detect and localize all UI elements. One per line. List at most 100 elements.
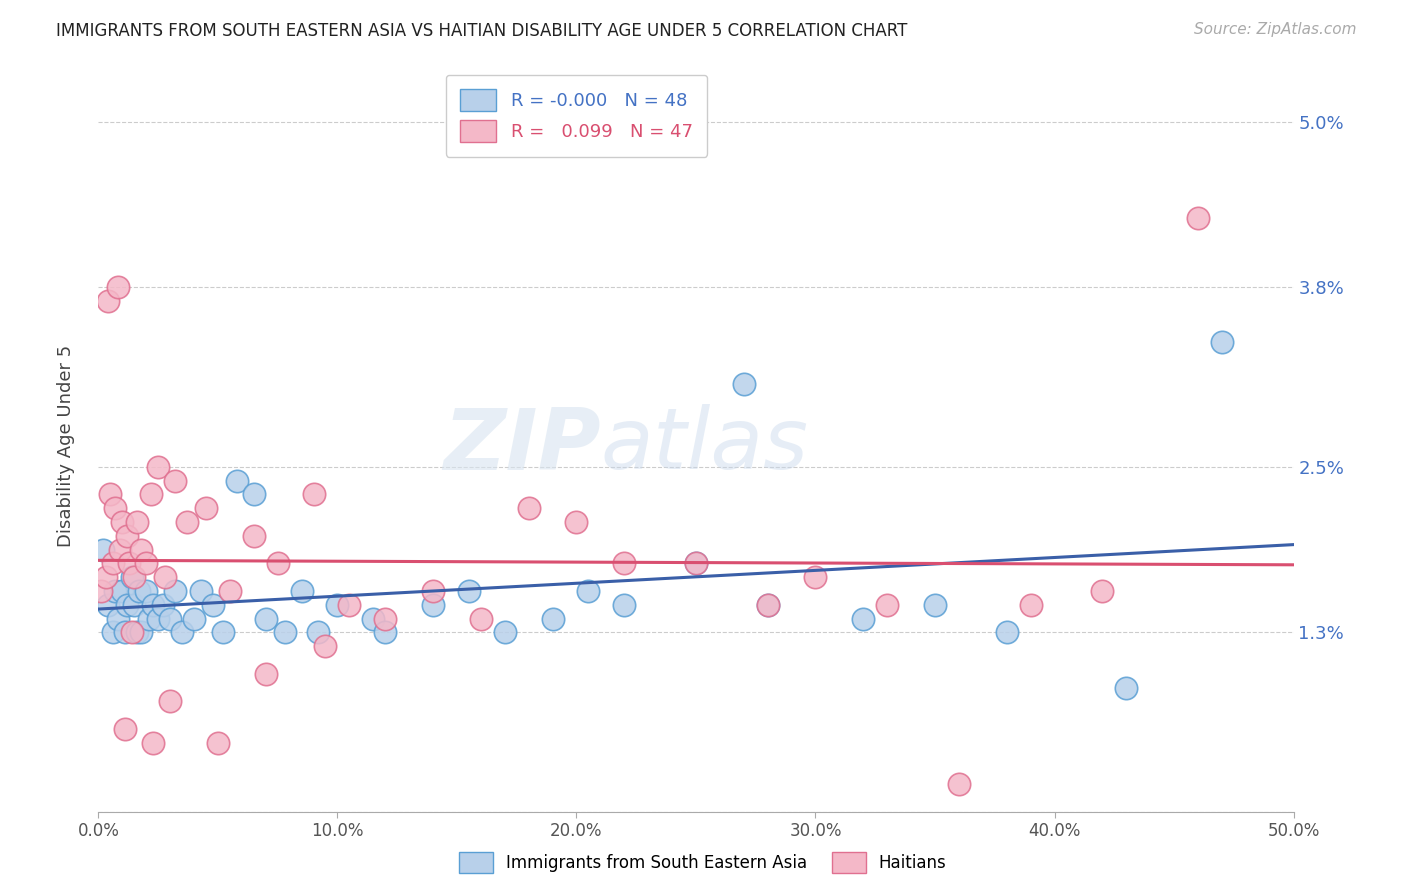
Point — [422, 598, 444, 612]
Point — [613, 557, 636, 571]
Point — [131, 542, 153, 557]
Point — [107, 611, 129, 625]
Point — [115, 598, 138, 612]
Point — [114, 625, 136, 640]
Point — [307, 625, 329, 640]
Point — [458, 583, 481, 598]
Point — [121, 625, 143, 640]
Point — [565, 515, 588, 529]
Point — [852, 611, 875, 625]
Point — [315, 639, 337, 653]
Text: atlas: atlas — [600, 404, 808, 488]
Point — [756, 598, 779, 612]
Point — [274, 625, 297, 640]
Point — [148, 459, 170, 474]
Point — [613, 598, 636, 612]
Point — [202, 598, 225, 612]
Point — [111, 583, 134, 598]
Point — [125, 515, 148, 529]
Point — [111, 515, 134, 529]
Point — [163, 474, 186, 488]
Point — [139, 487, 162, 501]
Point — [94, 570, 117, 584]
Point — [756, 598, 779, 612]
Point — [104, 583, 127, 598]
Y-axis label: Disability Age Under 5: Disability Age Under 5 — [56, 345, 75, 547]
Point — [183, 611, 205, 625]
Point — [128, 583, 150, 598]
Point — [948, 777, 970, 791]
Point — [142, 598, 165, 612]
Point — [121, 570, 143, 584]
Point — [207, 736, 229, 750]
Point — [125, 625, 148, 640]
Point — [578, 583, 600, 598]
Point — [135, 557, 157, 571]
Point — [1211, 335, 1233, 350]
Point — [470, 611, 492, 625]
Point — [374, 611, 396, 625]
Point — [148, 611, 170, 625]
Point — [374, 625, 396, 640]
Point — [924, 598, 946, 612]
Point — [98, 487, 122, 501]
Point — [243, 487, 266, 501]
Legend: Immigrants from South Eastern Asia, Haitians: Immigrants from South Eastern Asia, Hait… — [453, 846, 953, 880]
Point — [114, 722, 136, 736]
Point — [97, 294, 120, 309]
Point — [135, 583, 157, 598]
Point — [1019, 598, 1042, 612]
Point — [138, 611, 160, 625]
Point — [226, 474, 249, 488]
Point — [363, 611, 385, 625]
Point — [995, 625, 1018, 640]
Text: ZIP: ZIP — [443, 404, 600, 488]
Point — [159, 694, 181, 708]
Point — [254, 666, 277, 681]
Point — [115, 529, 138, 543]
Point — [494, 625, 516, 640]
Point — [326, 598, 349, 612]
Point — [1091, 583, 1114, 598]
Point — [142, 736, 165, 750]
Point — [1115, 681, 1137, 695]
Point — [97, 598, 120, 612]
Point — [124, 598, 146, 612]
Point — [876, 598, 898, 612]
Point — [172, 625, 194, 640]
Point — [195, 501, 218, 516]
Point — [190, 583, 212, 598]
Point — [107, 280, 129, 294]
Point — [101, 557, 124, 571]
Text: Source: ZipAtlas.com: Source: ZipAtlas.com — [1194, 22, 1357, 37]
Point — [733, 376, 755, 391]
Point — [219, 583, 242, 598]
Point — [804, 570, 827, 584]
Point — [685, 557, 707, 571]
Point — [101, 625, 124, 640]
Point — [422, 583, 444, 598]
Point — [90, 583, 112, 598]
Point — [243, 529, 266, 543]
Point — [267, 557, 290, 571]
Point — [163, 583, 186, 598]
Point — [517, 501, 540, 516]
Point — [108, 542, 131, 557]
Point — [152, 598, 174, 612]
Point — [155, 570, 177, 584]
Point — [1187, 211, 1209, 226]
Point — [104, 501, 127, 516]
Point — [176, 515, 198, 529]
Legend: R = -0.000   N = 48, R =   0.099   N = 47: R = -0.000 N = 48, R = 0.099 N = 47 — [446, 75, 707, 157]
Point — [211, 625, 233, 640]
Point — [685, 557, 707, 571]
Point — [339, 598, 361, 612]
Text: IMMIGRANTS FROM SOUTH EASTERN ASIA VS HAITIAN DISABILITY AGE UNDER 5 CORRELATION: IMMIGRANTS FROM SOUTH EASTERN ASIA VS HA… — [56, 22, 908, 40]
Point — [124, 570, 146, 584]
Point — [118, 557, 141, 571]
Point — [541, 611, 564, 625]
Point — [302, 487, 325, 501]
Point — [159, 611, 181, 625]
Point — [91, 542, 114, 557]
Point — [254, 611, 277, 625]
